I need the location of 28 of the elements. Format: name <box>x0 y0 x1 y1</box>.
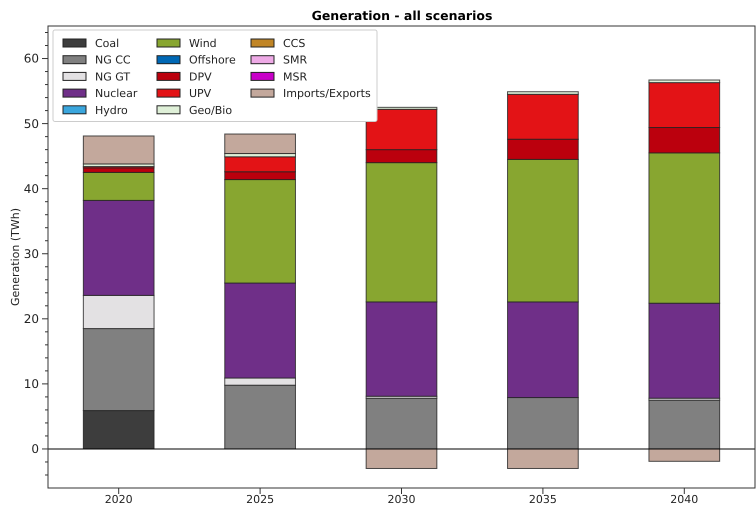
legend-label: CCS <box>283 37 306 50</box>
legend-label: Coal <box>95 37 120 50</box>
legend-label: NG GT <box>95 70 130 84</box>
y-tick-label: 60 <box>24 52 39 66</box>
x-tick-label: 2040 <box>670 492 698 506</box>
y-tick-label: 10 <box>24 377 39 392</box>
legend-label: Wind <box>189 37 217 50</box>
y-tick-label: 0 <box>31 442 39 456</box>
y-axis-title: Generation (TWh) <box>9 208 22 306</box>
x-tick-label: 2035 <box>528 492 557 506</box>
legend-label: UPV <box>189 87 212 100</box>
x-tick-label: 2025 <box>246 492 274 506</box>
x-tick-label: 2030 <box>388 492 416 506</box>
y-tick-label: 40 <box>24 182 39 196</box>
legend-label: Nuclear <box>95 87 138 100</box>
x-tick-label: 2020 <box>104 492 133 506</box>
legend-label: Geo/Bio <box>189 104 232 117</box>
legend-label: NG CC <box>95 54 131 67</box>
legend-label: Imports/Exports <box>283 87 371 100</box>
y-tick-label: 50 <box>24 116 39 131</box>
chart-title: Generation - all scenarios <box>312 8 492 23</box>
legend-label: SMR <box>283 54 308 67</box>
legend-label: DPV <box>189 70 212 84</box>
legend-label: MSR <box>283 70 308 84</box>
y-tick-label: 20 <box>24 312 39 326</box>
y-tick-label: 30 <box>24 246 39 261</box>
legend-label: Offshore <box>189 54 236 67</box>
legend-label: Hydro <box>95 104 128 117</box>
